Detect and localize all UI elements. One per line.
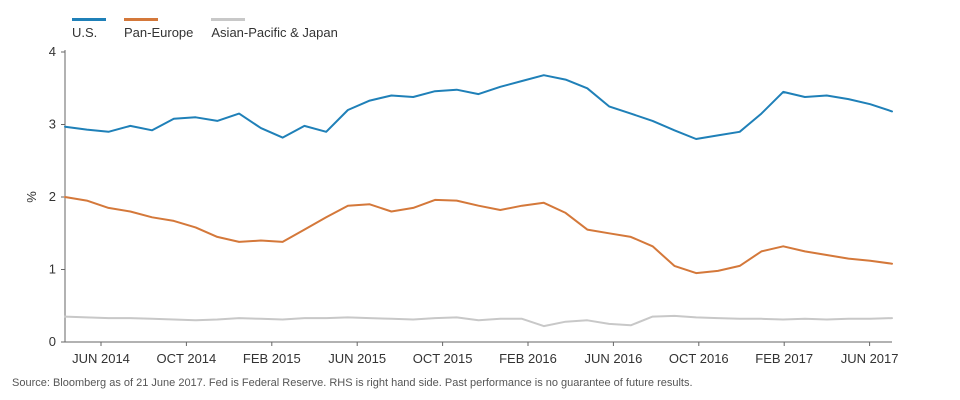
source-note: Source: Bloomberg as of 21 June 2017. Fe… [12, 377, 693, 389]
series-line-3 [64, 314, 893, 328]
x-tick-label: FEB 2016 [499, 351, 557, 366]
y-tick-label: 0 [49, 334, 56, 349]
legend-swatch [124, 18, 158, 21]
y-tick-label: 2 [49, 189, 56, 204]
line-chart: 0 1 2 3 4% JUN 2014 OCT 2014 FEB 2015 JUN 2015 OC… [24, 44, 899, 366]
x-tick-label: OCT 2015 [413, 351, 473, 366]
series-line-2 [64, 196, 893, 275]
y-tick-label: 4 [49, 44, 56, 59]
x-tick-label: OCT 2014 [157, 351, 217, 366]
x-tick-label: JUN 2014 [72, 351, 130, 366]
legend-item-1: U.S. [72, 18, 106, 40]
y-tick-label: 1 [49, 262, 56, 277]
x-tick-label: JUN 2017 [841, 351, 899, 366]
legend-label: Pan-Europe [124, 25, 194, 40]
series-line-1 [64, 74, 893, 140]
x-tick-label: JUN 2015 [328, 351, 386, 366]
legend-item-3: Asian-Pacific & Japan [211, 18, 338, 40]
y-tick-label: 3 [49, 117, 56, 132]
x-tick-label: FEB 2015 [243, 351, 301, 366]
legend-swatch [211, 18, 246, 21]
legend-label: U.S. [72, 25, 98, 40]
y-axis-title: % [24, 191, 39, 203]
legend-swatch [72, 18, 106, 21]
legend-label: Asian-Pacific & Japan [211, 25, 338, 40]
chart-legend: U.S. Pan-Europe Asian-Pacific & Japan [72, 18, 338, 40]
x-tick-label: FEB 2017 [755, 351, 813, 366]
legend-item-2: Pan-Europe [124, 18, 193, 40]
x-tick-label: OCT 2016 [669, 351, 729, 366]
x-tick-label: JUN 2016 [584, 351, 642, 366]
